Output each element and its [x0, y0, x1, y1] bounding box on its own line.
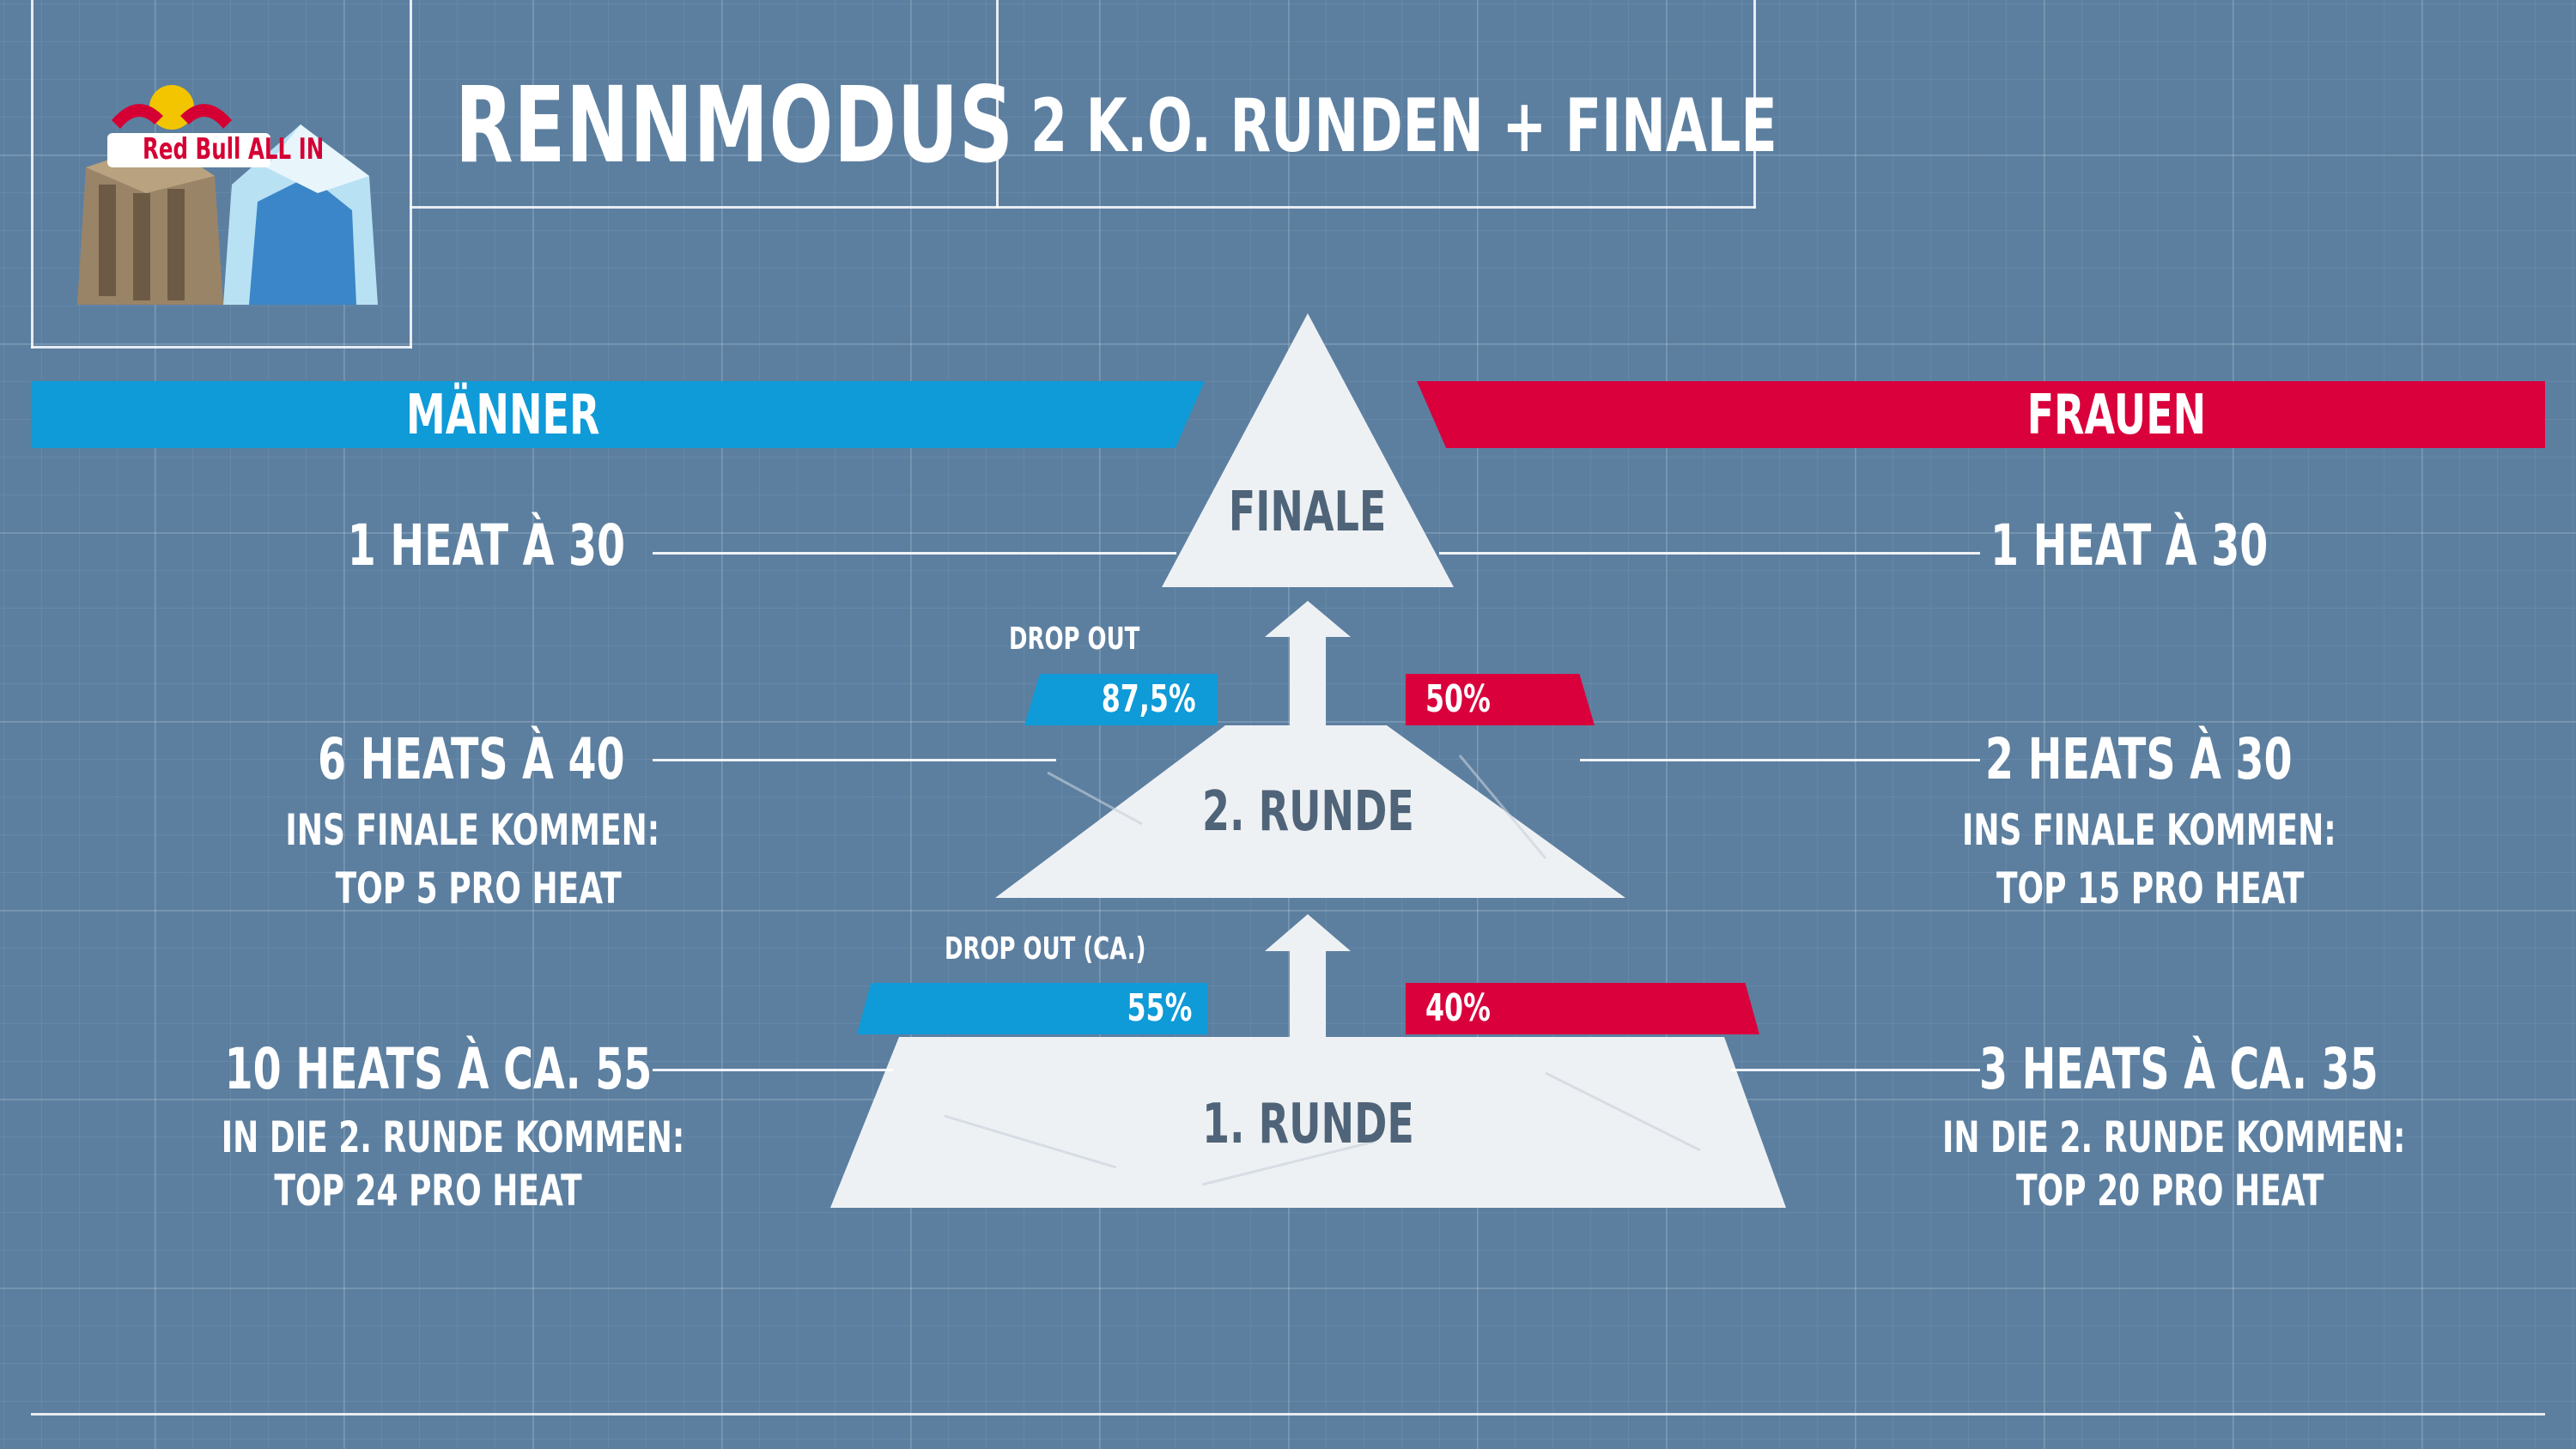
frame-header-bottom [410, 206, 1756, 209]
frame-logo-right [410, 0, 412, 349]
frame-logo-bottom [31, 346, 412, 349]
connector-men-finale [653, 552, 1176, 555]
connector-men-round1 [653, 1069, 893, 1071]
arrow-up-upper [1265, 601, 1351, 725]
men-round2-note2: TOP 5 PRO HEAT [335, 864, 622, 913]
women-banner [1417, 381, 2545, 448]
dropout-lower-men-value: 55% [1127, 986, 1192, 1030]
dropout-upper-women-tag [1406, 674, 1595, 725]
women-round1-note1: IN DIE 2. RUNDE KOMMEN: [1942, 1113, 2406, 1162]
men-round2-heats: 6 HEATS À 40 [318, 726, 625, 792]
men-round1-heats: 10 HEATS À CA. 55 [224, 1036, 653, 1102]
page-subtitle: 2 K.O. RUNDEN + FINALE [1030, 83, 1777, 169]
women-round1-heats: 3 HEATS À CA. 35 [1979, 1036, 2379, 1102]
red-bull-all-in-logo: Red Bull ALL IN [60, 73, 386, 313]
men-round1-note1: IN DIE 2. RUNDE KOMMEN: [221, 1113, 685, 1162]
connector-women-round1 [1731, 1069, 1980, 1071]
pyramid-label-round1: 1. RUNDE [1201, 1093, 1414, 1156]
pyramid-tier-finale [1162, 313, 1454, 587]
page-title: RENNMODUS [455, 64, 1014, 186]
women-round2-note2: TOP 15 PRO HEAT [1996, 864, 2305, 913]
women-round2-heats: 2 HEATS À 30 [1985, 726, 2293, 792]
pyramid-tier-round1 [830, 1037, 1786, 1208]
connector-women-finale [1439, 552, 1980, 555]
arrow-up-lower [1265, 914, 1351, 1037]
dropout-upper-men-tag [1024, 674, 1218, 725]
logo-wordmark: Red Bull ALL IN [143, 132, 325, 167]
dropout-lower-women-tag [1406, 983, 1759, 1034]
men-round1-note2: TOP 24 PRO HEAT [274, 1166, 582, 1216]
women-banner-label: FRAUEN [2026, 384, 2207, 447]
connector-men-round2 [653, 759, 1056, 761]
dropout-lower-women-value: 40% [1425, 986, 1491, 1030]
pyramid-label-round2: 2. RUNDE [1201, 780, 1414, 844]
women-round1-note2: TOP 20 PRO HEAT [2016, 1166, 2324, 1216]
men-banner [31, 381, 1205, 448]
dropout-upper-label: DROP OUT [1009, 621, 1140, 657]
frame-title-divider [996, 0, 999, 209]
connector-women-round2 [1580, 759, 1980, 761]
women-finale-heats: 1 HEAT À 30 [1990, 512, 2269, 579]
dropout-lower-label: DROP OUT (CA.) [945, 931, 1146, 967]
dropout-lower-men-tag [857, 983, 1207, 1034]
dropout-upper-men-value: 87,5% [1102, 677, 1196, 721]
women-round2-note1: INS FINALE KOMMEN: [1962, 805, 2336, 855]
men-finale-heats: 1 HEAT À 30 [347, 512, 625, 579]
pyramid-label-finale: FINALE [1229, 481, 1387, 544]
frame-bottom [31, 1413, 2545, 1416]
men-round2-note1: INS FINALE KOMMEN: [285, 805, 659, 855]
frame-left [31, 0, 33, 349]
men-banner-label: MÄNNER [406, 384, 600, 447]
dropout-upper-women-value: 50% [1425, 677, 1491, 721]
pyramid-tier-round2 [995, 725, 1625, 898]
frame-header-right [1753, 0, 1756, 209]
